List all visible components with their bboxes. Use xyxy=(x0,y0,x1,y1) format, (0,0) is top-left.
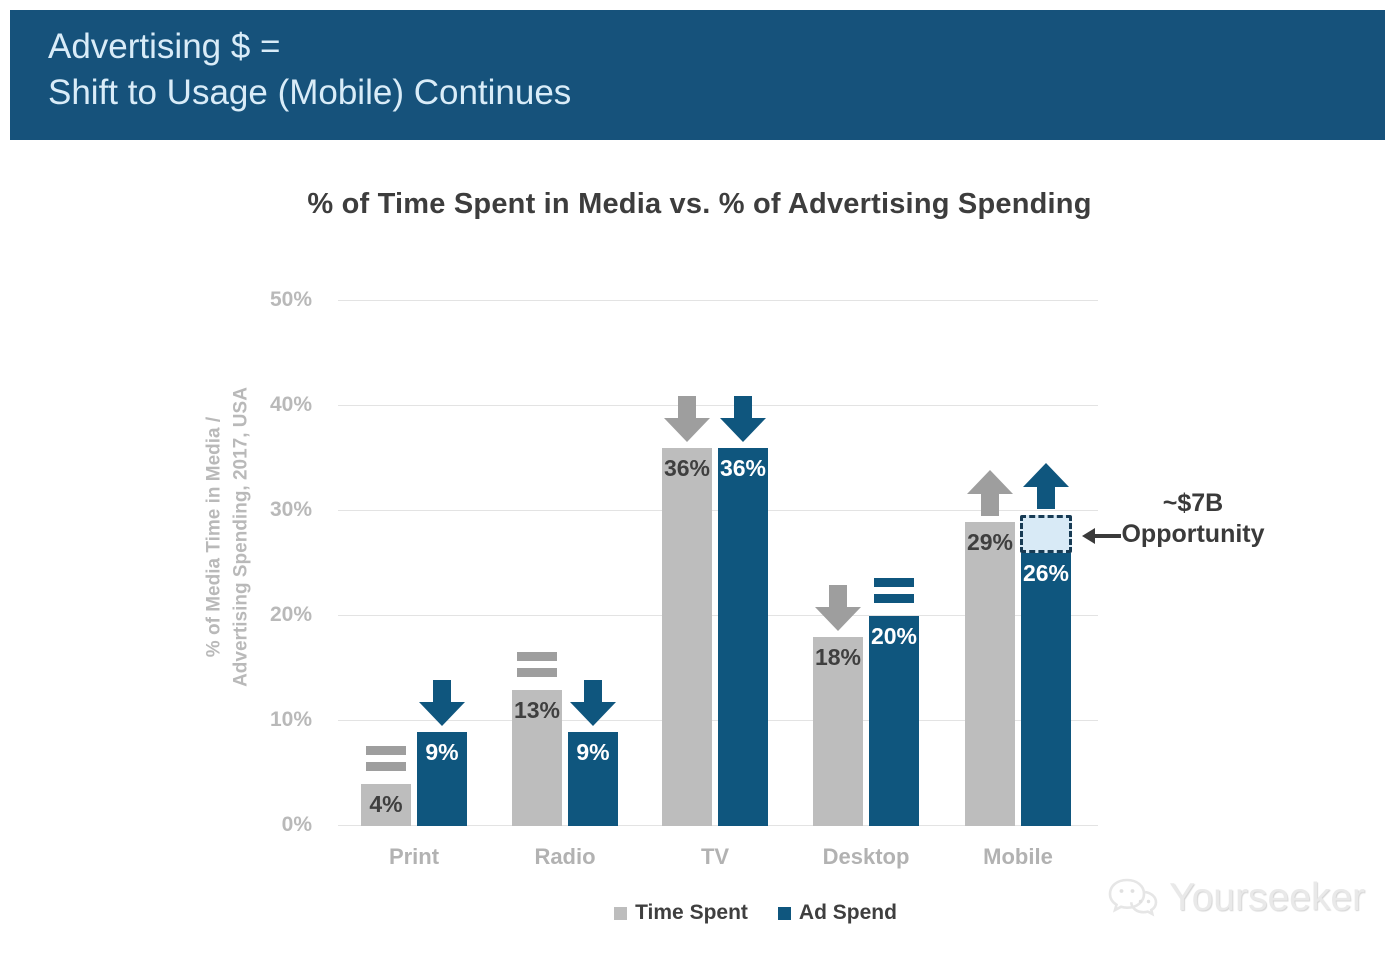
x-axis-label-radio: Radio xyxy=(534,844,596,869)
x-axis-label-mobile: Mobile xyxy=(983,844,1053,869)
bar-group-print: 4% 9% Print xyxy=(361,301,467,869)
trend-up-icon xyxy=(967,469,1013,516)
bar-desktop-time-spent: 18% xyxy=(813,637,863,826)
bar-group-radio: 13% 9% Radio xyxy=(512,301,618,869)
legend-item-ad-spend: Ad Spend xyxy=(777,901,897,925)
arrow-stem xyxy=(829,585,847,607)
trend-down-icon xyxy=(720,396,766,442)
equals-bar xyxy=(366,746,406,755)
x-axis-label-print: Print xyxy=(388,844,440,869)
chat-bubbles-logo-icon xyxy=(1108,878,1158,917)
trend-up-icon xyxy=(1023,463,1069,510)
bar-group-tv: 36% 36% TV xyxy=(662,301,768,869)
arrow-head xyxy=(1023,463,1069,488)
bar-tv-time-spent: 36% xyxy=(662,448,712,826)
arrow-head xyxy=(570,701,616,726)
y-axis-label-line2: Advertising Spending, 2017, USA xyxy=(230,387,251,688)
bar-value-label: 9% xyxy=(576,738,610,765)
trend-down-icon xyxy=(664,396,710,442)
trend-down-icon xyxy=(815,585,861,631)
bar-desktop-ad-spend: 20% xyxy=(869,616,919,826)
arrow-head xyxy=(419,701,465,726)
arrow-stem xyxy=(734,396,752,418)
arrow-stem xyxy=(1037,487,1055,510)
trend-flat-icon xyxy=(517,651,557,684)
arrow-head xyxy=(815,607,861,631)
arrow-stem xyxy=(584,679,602,702)
trend-down-icon xyxy=(570,679,616,726)
legend-swatch xyxy=(777,906,791,920)
y-axis-label: % of Media Time in Media / Advertising S… xyxy=(201,387,254,687)
bar-value-label: 4% xyxy=(369,791,403,817)
watermark-text: Yourseeker xyxy=(1169,876,1365,919)
x-axis-label-tv: TV xyxy=(700,844,730,869)
arrow-stem xyxy=(433,679,451,702)
bar-group-desktop: 18% 20% Desktop xyxy=(813,301,919,869)
watermark: Yourseeker xyxy=(1105,874,1365,922)
bar-print-ad-spend: 9% xyxy=(417,731,467,826)
plot-area: % of Media Time in Media / Advertising S… xyxy=(203,288,1098,869)
bar-print-time-spent: 4% xyxy=(361,784,411,826)
legend-label: Time Spent xyxy=(635,901,748,924)
gridline xyxy=(338,405,1098,406)
bar-value-label: 36% xyxy=(663,455,711,481)
bar-value-label: 20% xyxy=(870,623,918,649)
header-line1: Advertising $ = xyxy=(48,27,281,66)
equals-bar xyxy=(517,651,557,661)
opportunity-value: ~$7B xyxy=(1162,489,1224,517)
chart-title: % of Time Spent in Media vs. % of Advert… xyxy=(307,188,1092,220)
bar-radio-ad-spend: 9% xyxy=(568,731,618,826)
opportunity-gap-box xyxy=(1020,515,1072,553)
trend-flat-icon xyxy=(366,746,406,778)
equals-bar xyxy=(874,594,914,603)
bar-value-label: 26% xyxy=(1022,560,1070,586)
bar-group-mobile: 29% 26% Mobile xyxy=(965,301,1072,869)
bar-radio-time-spent: 13% xyxy=(512,689,562,826)
arrow-stem xyxy=(981,493,999,516)
legend-swatch xyxy=(614,906,628,920)
gridline xyxy=(338,300,1098,301)
header-line2: Shift to Usage (Mobile) Continues xyxy=(48,73,572,113)
bar-value-label: 18% xyxy=(814,644,862,670)
bar-value-label: 13% xyxy=(513,696,561,723)
bar-value-label: 36% xyxy=(719,455,767,481)
trend-down-icon xyxy=(419,679,465,726)
y-tick-label: 30% xyxy=(269,498,312,521)
arrow-head xyxy=(967,469,1013,494)
bar-mobile-ad-spend: 26% xyxy=(1021,553,1071,826)
x-axis-label-desktop: Desktop xyxy=(822,844,910,869)
y-tick-label: 0% xyxy=(281,813,312,836)
y-tick-label: 10% xyxy=(269,708,312,731)
y-tick-label: 40% xyxy=(269,393,312,416)
legend: Time Spent Ad Spend xyxy=(56,901,1399,925)
legend-label: Ad Spend xyxy=(798,901,897,924)
bar-mobile-time-spent: 29% xyxy=(965,521,1015,826)
arrow-head xyxy=(720,418,766,442)
legend-item-time-spent: Time Spent xyxy=(614,901,748,925)
bar-value-label: 9% xyxy=(425,738,459,765)
equals-bar xyxy=(874,578,914,587)
arrow-head xyxy=(664,418,710,442)
bar-value-label: 29% xyxy=(966,528,1014,555)
y-tick-label: 20% xyxy=(269,603,312,626)
header-banner: Advertising $ = Shift to Usage (Mobile) … xyxy=(10,10,1385,140)
trend-flat-icon xyxy=(874,578,914,610)
opportunity-annotation: ~$7B Opportunity xyxy=(1118,488,1268,551)
bar-tv-ad-spend: 36% xyxy=(718,448,768,826)
arrow-stem xyxy=(678,396,696,418)
left-arrow-icon xyxy=(1082,528,1121,544)
y-axis-label-line1: % of Media Time in Media / xyxy=(203,417,225,658)
y-tick-label: 50% xyxy=(269,288,312,311)
equals-bar xyxy=(517,667,557,677)
opportunity-label: Opportunity xyxy=(1121,520,1265,549)
equals-bar xyxy=(366,762,406,771)
